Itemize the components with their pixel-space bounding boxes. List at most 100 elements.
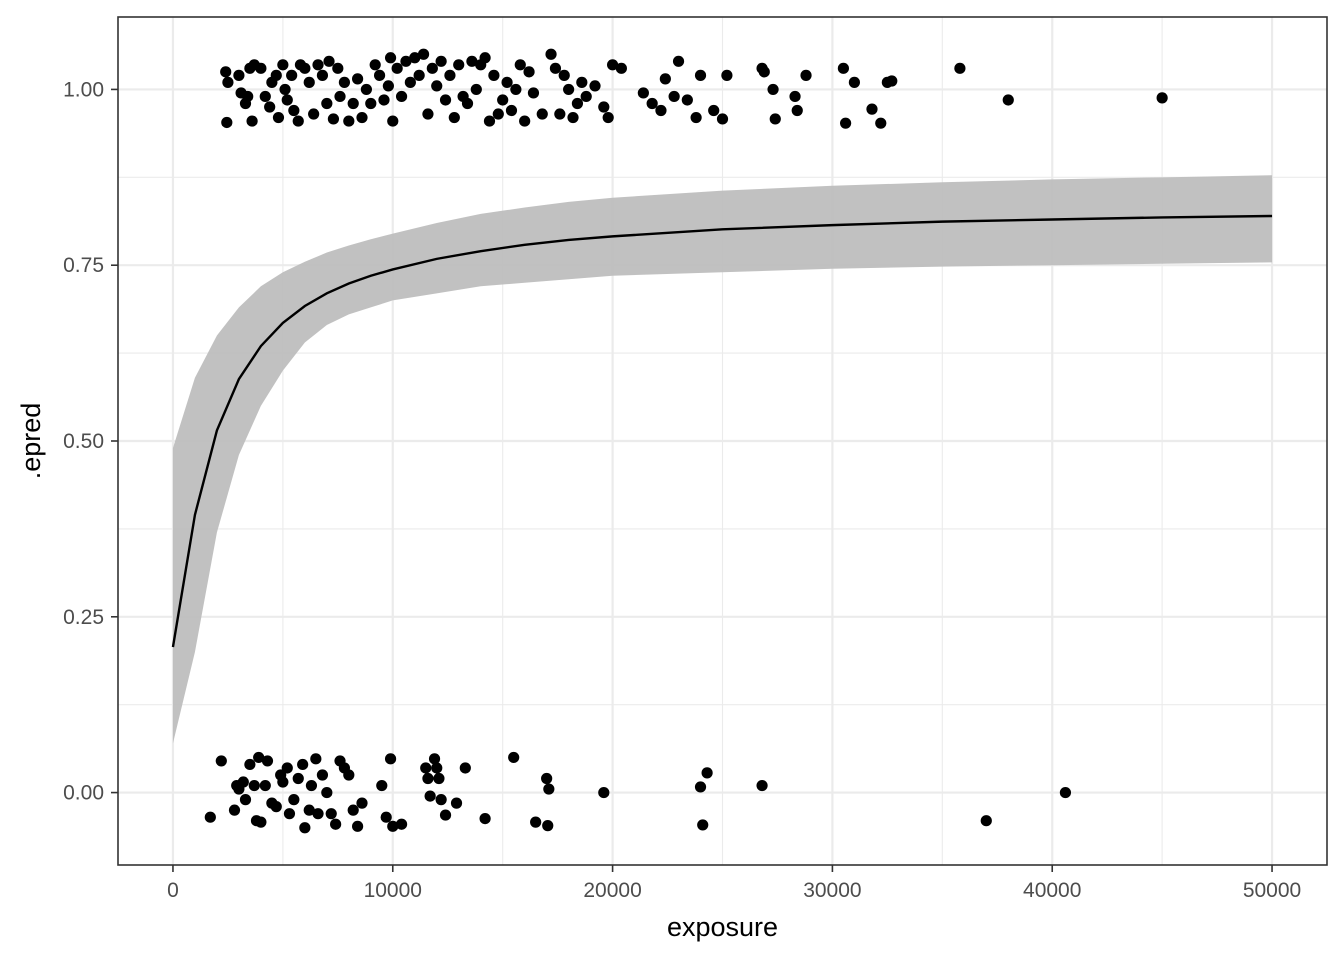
data-point [848,76,860,88]
y-tick-label: 0.75 [63,254,104,277]
data-point [259,779,271,792]
data-point [554,108,566,120]
data-point [694,69,707,81]
data-point [281,762,293,774]
data-point [321,786,333,799]
data-point [488,69,500,81]
data-point [220,66,232,78]
data-point [299,822,311,834]
data-point [1002,94,1014,106]
data-point [233,69,245,81]
data-point [417,48,430,60]
data-point [376,779,388,792]
data-point [672,55,685,67]
data-point [288,104,300,117]
data-point [615,62,627,74]
data-point [270,69,282,81]
data-point [505,104,518,117]
data-point [563,83,575,96]
y-tick-label: 0.25 [63,606,104,629]
data-point [1156,92,1168,104]
data-point [365,97,377,110]
data-point [530,816,542,828]
data-point [272,111,285,124]
data-point [589,80,601,92]
data-point [459,762,471,774]
data-point [382,80,394,92]
data-point [598,101,610,113]
data-point [497,94,509,106]
data-point [204,811,216,823]
data-point [954,62,966,74]
data-point [279,83,291,96]
x-tick-label: 10000 [364,879,422,902]
data-point [541,772,553,785]
y-tick-label: 0.00 [63,782,104,805]
data-point [277,59,289,71]
data-point [422,108,434,120]
data-point [492,108,504,120]
data-point [756,779,768,792]
data-point [598,786,610,799]
confidence-ribbon-layer [172,175,1273,744]
data-point [409,52,421,64]
data-point [244,758,256,771]
data-point [536,108,548,120]
data-point [347,804,359,816]
data-point [221,116,233,129]
y-axis-title: .epred [16,403,46,480]
data-point [261,755,274,767]
data-point [701,767,713,779]
data-point [283,808,296,820]
data-point [255,62,267,74]
data-point [253,751,265,764]
data-point [791,104,803,117]
data-point [567,111,579,124]
data-point [347,97,359,110]
data-point [483,115,496,127]
data-point [840,117,852,129]
data-point [422,772,434,785]
data-point [1059,786,1072,799]
data-point [543,783,555,795]
data-point [466,55,478,67]
data-point [264,101,276,113]
data-point [668,90,680,103]
fitted-line [171,214,1273,648]
data-point [286,69,298,81]
data-point [479,52,491,64]
x-axis-ticks: 0 10000 20000 30000 40000 50000 [167,865,1301,902]
data-point [549,62,562,74]
data-point [479,812,491,825]
data-point [837,62,850,74]
data-point [281,94,293,106]
data-point [400,55,412,67]
data-point [334,90,346,103]
data-point [292,772,304,785]
data-point [428,753,441,765]
data-point [694,781,707,793]
data-point [439,94,452,106]
data-point [387,115,399,127]
data-point [435,794,447,806]
data-point [508,751,520,764]
data-point [450,797,463,809]
data-point [431,762,443,774]
data-point [769,113,781,125]
data-point [420,762,432,774]
data-point [360,83,372,96]
data-point [239,794,252,806]
data-point [637,87,649,99]
data-point [356,111,368,124]
data-point [327,113,340,125]
fitted-line-layer [171,214,1273,648]
data-point [277,776,289,788]
x-tick-label: 0 [167,879,179,902]
data-point [519,115,531,127]
data-point [325,808,337,820]
data-point [316,769,329,781]
data-point [292,115,304,127]
data-point [646,97,658,110]
data-point [303,804,315,816]
